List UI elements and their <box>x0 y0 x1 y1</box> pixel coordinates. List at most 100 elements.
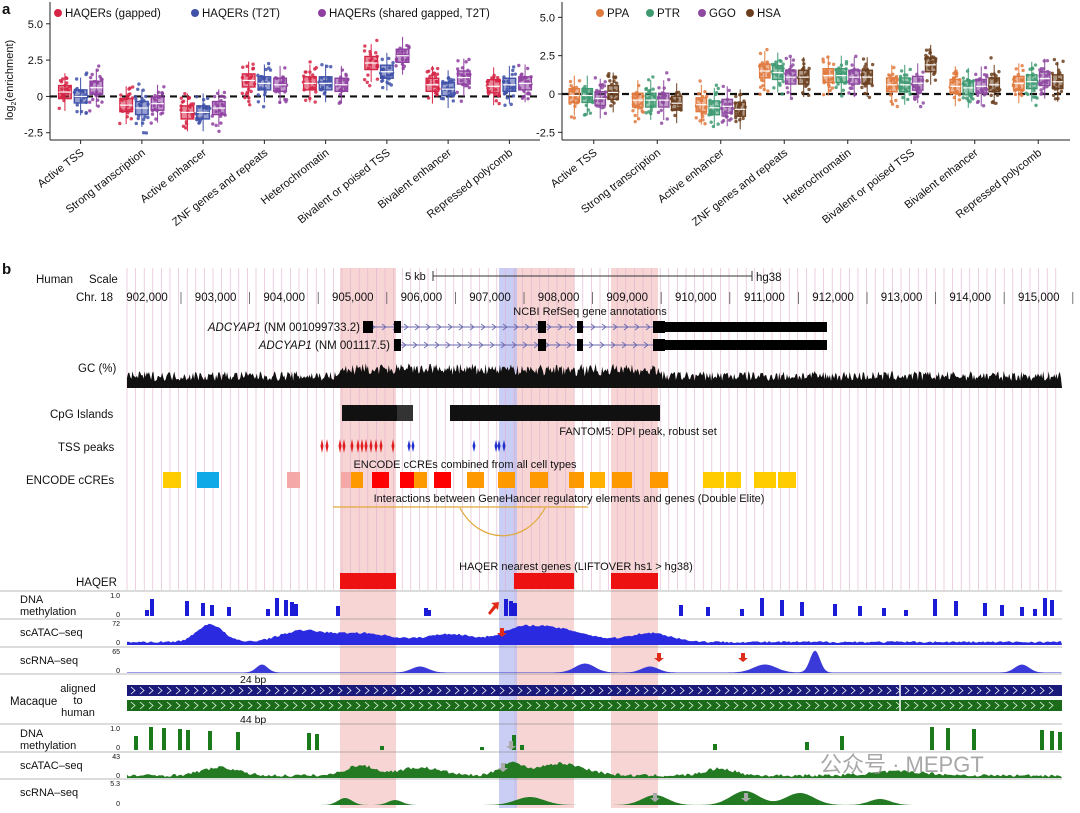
gene1-label: ADCYAP1 (NM 001099733.2) <box>207 322 360 334</box>
chain-arrow <box>841 686 847 695</box>
h-meth-min: 0 <box>116 612 120 619</box>
haqer-label: HAQER <box>76 577 117 589</box>
m-meth-label2: methylation <box>20 740 76 752</box>
refseq-title: NCBI RefSeq gene annotations <box>513 306 667 318</box>
data-point <box>791 63 795 67</box>
chain-arrow <box>490 686 496 695</box>
data-point <box>921 101 925 105</box>
tss-peak-blue <box>472 440 476 452</box>
data-point <box>91 97 95 102</box>
data-point <box>714 90 719 95</box>
data-point <box>657 86 661 90</box>
chain-arrow <box>976 701 982 710</box>
chain-arrow <box>283 701 289 710</box>
chain-arrow <box>337 686 343 695</box>
chain-arrow <box>193 686 199 695</box>
chain-arrow <box>787 701 793 710</box>
data-point <box>1013 92 1018 97</box>
data-point <box>721 119 726 123</box>
human-meth-bar <box>336 606 340 616</box>
data-point <box>65 81 69 85</box>
tss-peak-blue <box>497 440 501 452</box>
tss-peak-blue <box>494 440 498 452</box>
chain-arrow <box>400 686 406 695</box>
chain-arrow <box>166 701 172 710</box>
data-point <box>867 95 872 100</box>
data-point <box>375 38 379 43</box>
gc-label: GC (%) <box>78 363 117 375</box>
data-point <box>455 90 459 94</box>
tss-label: TSS peaks <box>58 442 114 454</box>
chain-arrow <box>850 686 856 695</box>
chain-arrow <box>445 701 451 710</box>
data-point <box>892 65 896 70</box>
data-point <box>425 70 429 74</box>
data-point <box>368 83 372 88</box>
data-point <box>1053 97 1058 101</box>
data-point <box>256 100 261 104</box>
data-point <box>908 92 912 96</box>
strand-arrow <box>502 323 508 331</box>
chain-arrow <box>949 701 955 710</box>
chain-arrow <box>652 686 658 695</box>
macaque-rna-signal <box>127 791 1062 805</box>
data-point <box>154 117 158 121</box>
chain-arrow <box>427 701 433 710</box>
utr-block <box>665 322 827 332</box>
data-point <box>143 115 147 119</box>
chain-arrow <box>787 686 793 695</box>
chain-arrow <box>373 701 379 710</box>
chain-arrow <box>292 686 298 695</box>
chain-arrow <box>994 686 1000 695</box>
data-point <box>194 94 199 99</box>
data-point <box>283 66 287 70</box>
data-point <box>989 93 993 98</box>
chain-arrow <box>904 701 910 710</box>
chain-arrow <box>823 686 829 695</box>
data-point <box>197 121 201 125</box>
macaque-meth-bar <box>149 727 153 750</box>
tss-peak-red <box>342 439 346 453</box>
data-point <box>314 66 318 70</box>
data-point <box>606 74 610 78</box>
chain-arrow <box>688 701 694 710</box>
signal-tracks <box>127 598 1062 805</box>
human-meth-bar <box>740 609 744 616</box>
chain-arrow <box>364 701 370 710</box>
chain-arrow <box>1039 701 1045 710</box>
chain-arrow <box>643 701 649 710</box>
chain-arrow <box>418 701 424 710</box>
macaque-meth-bar <box>840 736 844 750</box>
chain-arrow <box>742 686 748 695</box>
strand-arrow <box>632 341 638 349</box>
data-point <box>211 122 215 126</box>
chain-arrow <box>202 686 208 695</box>
cpg-island-1 <box>342 405 397 421</box>
data-point <box>310 73 315 77</box>
data-point <box>901 95 905 100</box>
legend-label: HAQERs (gapped) <box>65 8 161 20</box>
h-meth-label2: methylation <box>20 606 76 618</box>
data-point <box>831 62 836 66</box>
chain-arrow <box>706 701 712 710</box>
data-point <box>241 65 245 69</box>
data-point <box>240 91 245 96</box>
human-meth-bar <box>833 604 837 616</box>
data-point <box>834 85 838 90</box>
chain-arrow <box>319 686 325 695</box>
tss-peak-red <box>364 439 368 453</box>
ccre-block <box>650 472 668 488</box>
chain-arrow <box>382 686 388 695</box>
data-point <box>97 64 101 68</box>
data-point <box>90 72 94 77</box>
human-meth-bar <box>290 602 294 616</box>
data-point <box>861 57 866 61</box>
chain-arrow <box>355 686 361 695</box>
strand-arrow <box>469 323 475 331</box>
data-point <box>451 99 455 103</box>
gap-label-2: 44 bp <box>240 714 266 726</box>
data-point <box>804 84 808 88</box>
coordinate-label: 904,000 <box>263 292 305 304</box>
chain-arrow <box>733 686 739 695</box>
